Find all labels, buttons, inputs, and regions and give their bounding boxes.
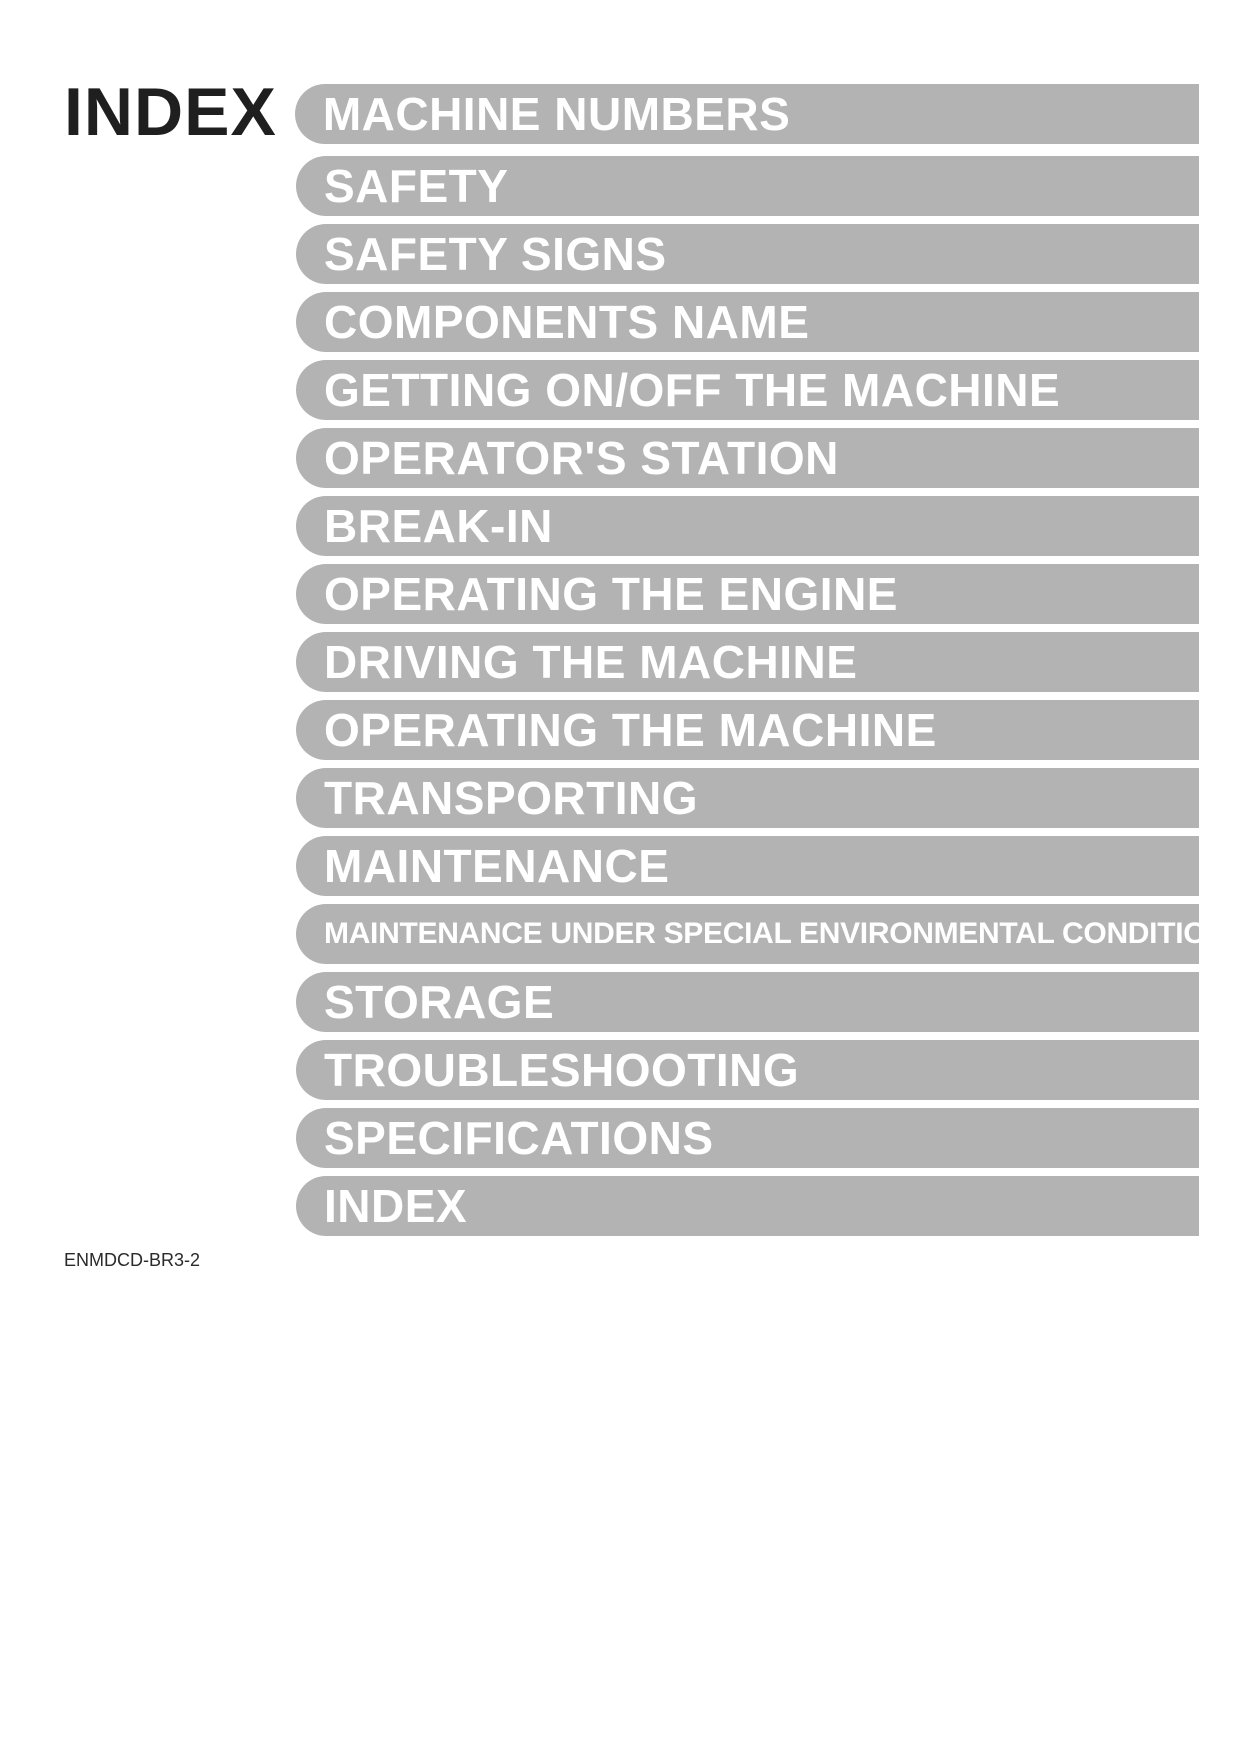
row-0: INDEX MACHINE NUMBERS xyxy=(0,80,1241,148)
row-15: SPECIFICATIONS xyxy=(0,1108,1241,1168)
page-title: INDEX xyxy=(64,78,277,146)
tab-storage: STORAGE xyxy=(296,972,1199,1032)
row-1: SAFETY xyxy=(0,156,1241,216)
tab-troubleshooting: TROUBLESHOOTING xyxy=(296,1040,1199,1100)
tab-specifications: SPECIFICATIONS xyxy=(296,1108,1199,1168)
row-8: DRIVING THE MACHINE xyxy=(0,632,1241,692)
row-4: GETTING ON/OFF THE MACHINE xyxy=(0,360,1241,420)
tab-driving-machine: DRIVING THE MACHINE xyxy=(296,632,1199,692)
footer-code: ENMDCD-BR3-2 xyxy=(64,1250,200,1270)
tab-break-in: BREAK-IN xyxy=(296,496,1199,556)
row-11: MAINTENANCE xyxy=(0,836,1241,896)
tab-maintenance: MAINTENANCE xyxy=(296,836,1199,896)
row-13: STORAGE xyxy=(0,972,1241,1032)
tab-operating-engine: OPERATING THE ENGINE xyxy=(296,564,1199,624)
tab-operating-machine: OPERATING THE MACHINE xyxy=(296,700,1199,760)
tab-operators-station: OPERATOR'S STATION xyxy=(296,428,1199,488)
tab-transporting: TRANSPORTING xyxy=(296,768,1199,828)
row-14: TROUBLESHOOTING xyxy=(0,1040,1241,1100)
tab-maintenance-special: MAINTENANCE UNDER SPECIAL ENVIRONMENTAL … xyxy=(296,904,1199,964)
row-5: OPERATOR'S STATION xyxy=(0,428,1241,488)
row-16: INDEX xyxy=(0,1176,1241,1236)
tab-safety-signs: SAFETY SIGNS xyxy=(296,224,1199,284)
row-10: TRANSPORTING xyxy=(0,768,1241,828)
row-7: OPERATING THE ENGINE xyxy=(0,564,1241,624)
row-3: COMPONENTS NAME xyxy=(0,292,1241,352)
row-12: MAINTENANCE UNDER SPECIAL ENVIRONMENTAL … xyxy=(0,904,1241,964)
tab-components-name: COMPONENTS NAME xyxy=(296,292,1199,352)
tab-machine-numbers: MACHINE NUMBERS xyxy=(295,84,1199,144)
tab-getting-on-off: GETTING ON/OFF THE MACHINE xyxy=(296,360,1199,420)
row-2: SAFETY SIGNS xyxy=(0,224,1241,284)
tab-index: INDEX xyxy=(296,1176,1199,1236)
row-9: OPERATING THE MACHINE xyxy=(0,700,1241,760)
tab-safety: SAFETY xyxy=(296,156,1199,216)
page: INDEX MACHINE NUMBERS SAFETY SAFETY SIGN… xyxy=(0,0,1241,1754)
row-6: BREAK-IN xyxy=(0,496,1241,556)
